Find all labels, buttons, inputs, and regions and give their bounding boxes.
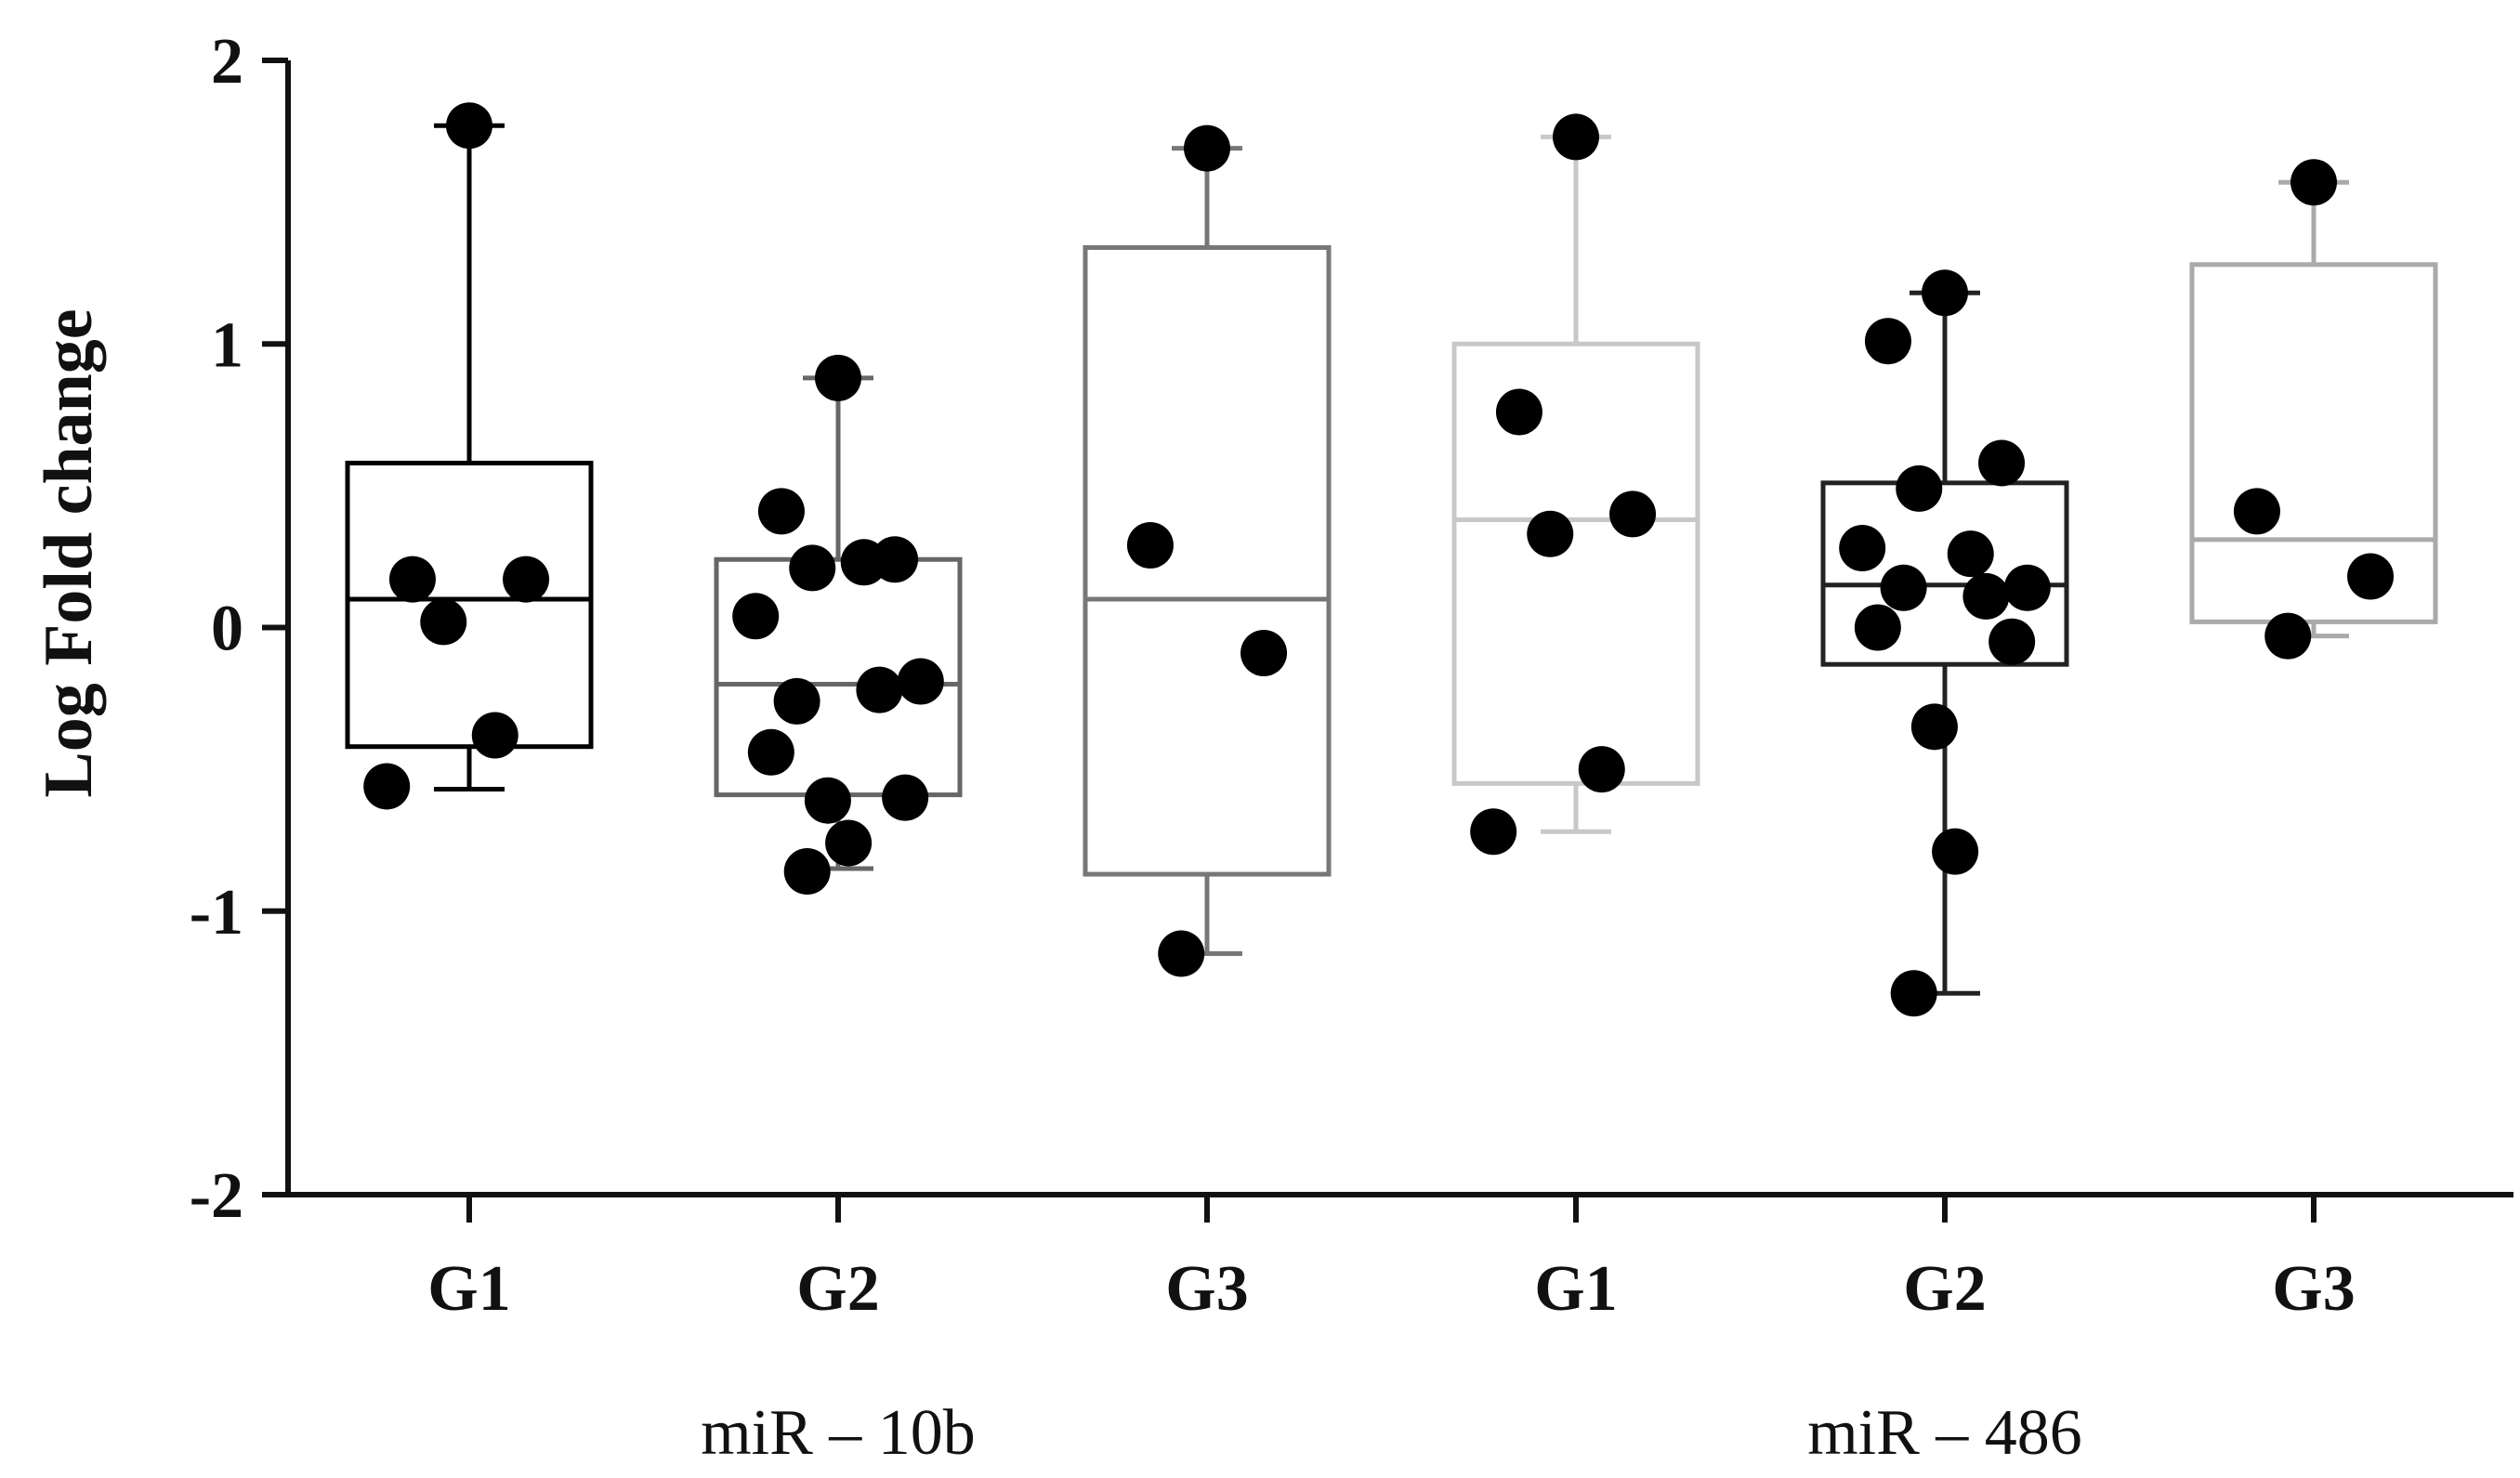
data-point xyxy=(783,848,831,896)
box-iqr xyxy=(2189,262,2438,624)
box-series xyxy=(2189,159,2438,660)
data-point xyxy=(2003,564,2051,611)
data-point xyxy=(2347,553,2395,600)
data-point xyxy=(856,666,903,713)
data-point xyxy=(882,774,929,821)
data-point xyxy=(1184,124,1230,172)
data-point xyxy=(1854,604,1901,651)
data-point xyxy=(1864,318,1911,365)
y-axis: -2 -1 0 1 2 xyxy=(190,26,291,1232)
x-axis: G1 G2 G3 miR – 10b G1 G2 G3 miR – 486 xyxy=(285,1192,2513,1469)
box-series xyxy=(1083,124,1332,977)
data-point xyxy=(1553,113,1599,161)
y-axis-title: Log Fold change xyxy=(31,308,107,797)
data-point xyxy=(1495,388,1542,436)
x-tick-label: G3 xyxy=(2272,1253,2355,1325)
data-point xyxy=(2290,159,2337,206)
box-series xyxy=(1820,269,2069,1017)
data-point xyxy=(840,539,887,586)
data-point xyxy=(1978,439,2026,487)
x-tick-label: G3 xyxy=(1165,1253,1248,1325)
y-tick-label: 2 xyxy=(211,26,243,98)
box-iqr xyxy=(1451,341,1700,786)
data-point xyxy=(1470,808,1517,856)
data-point xyxy=(1988,618,2036,665)
group-label: miR – 486 xyxy=(1807,1397,2082,1469)
y-tick-label: 1 xyxy=(211,309,243,381)
data-point xyxy=(1240,629,1288,676)
data-point xyxy=(1880,564,1927,611)
box-series xyxy=(1451,113,1700,856)
data-point xyxy=(388,556,436,603)
data-point xyxy=(2264,612,2312,660)
data-point xyxy=(363,763,411,810)
data-point xyxy=(1962,572,2010,620)
data-point xyxy=(815,354,861,401)
x-tick-label: G1 xyxy=(427,1253,510,1325)
data-point xyxy=(732,593,780,640)
data-point xyxy=(1126,521,1174,569)
x-tick-label: G1 xyxy=(1534,1253,1617,1325)
group-label: miR – 10b xyxy=(701,1397,976,1469)
x-tick-label: G2 xyxy=(1903,1253,1986,1325)
data-point xyxy=(1158,930,1205,977)
y-tick-label: -1 xyxy=(190,877,243,948)
y-tick-label: 0 xyxy=(211,594,243,665)
data-point xyxy=(897,658,944,705)
data-point xyxy=(825,819,873,867)
data-point xyxy=(1947,530,1994,578)
box-series xyxy=(345,102,594,810)
plot-area xyxy=(345,102,2438,1017)
x-tick-label: G2 xyxy=(796,1253,879,1325)
data-point xyxy=(1839,525,1886,572)
data-point xyxy=(1922,269,1968,317)
data-point xyxy=(804,777,851,824)
data-point xyxy=(747,728,794,776)
box-iqr xyxy=(1083,244,1332,877)
data-point xyxy=(503,556,550,603)
y-tick-label: -2 xyxy=(190,1160,243,1232)
data-point xyxy=(420,598,467,646)
data-point xyxy=(2233,488,2280,535)
data-point xyxy=(1609,490,1657,538)
data-point xyxy=(1932,828,1979,875)
box-series xyxy=(714,354,963,896)
data-point xyxy=(471,712,518,759)
box-iqr xyxy=(1820,480,2069,667)
data-point xyxy=(1896,464,1943,512)
data-point xyxy=(446,102,492,150)
data-point xyxy=(1578,746,1625,793)
data-point xyxy=(773,677,820,725)
data-point xyxy=(789,544,836,592)
data-point xyxy=(1890,970,1937,1017)
box-iqr xyxy=(345,460,594,750)
data-point xyxy=(1910,703,1958,751)
data-point xyxy=(757,488,805,535)
data-point xyxy=(1527,510,1574,557)
